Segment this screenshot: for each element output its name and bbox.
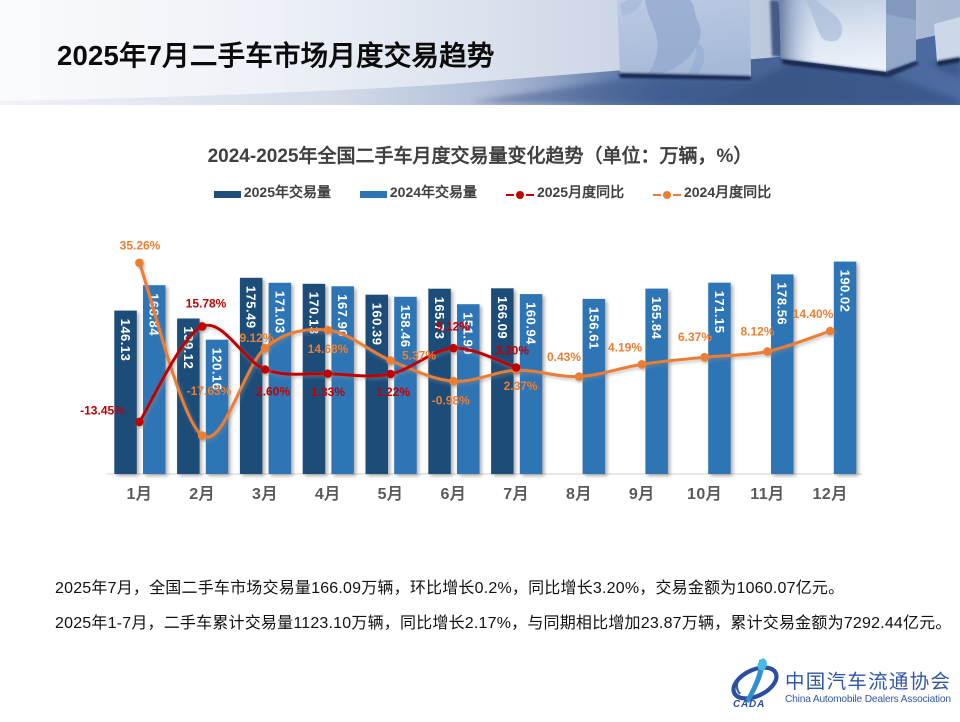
svg-text:3月: 3月 (252, 485, 278, 503)
svg-text:11月: 11月 (750, 485, 784, 503)
svg-text:4.19%: 4.19% (608, 341, 642, 355)
svg-text:6.37%: 6.37% (678, 330, 712, 344)
svg-text:8.12%: 8.12% (740, 325, 774, 339)
svg-text:1.33%: 1.33% (311, 385, 345, 399)
svg-text:9月: 9月 (629, 485, 655, 503)
svg-text:175.49: 175.49 (244, 286, 259, 329)
svg-text:中国汽车流通协会: 中国汽车流通协会 (785, 671, 950, 693)
svg-text:6月: 6月 (440, 485, 466, 503)
svg-text:14.68%: 14.68% (308, 342, 349, 356)
svg-text:170.13: 170.13 (306, 292, 321, 335)
svg-text:5月: 5月 (378, 485, 404, 503)
svg-text:9.12%: 9.12% (436, 320, 470, 334)
svg-text:160.94: 160.94 (524, 302, 539, 345)
svg-text:2.60%: 2.60% (256, 385, 290, 399)
svg-text:190.02: 190.02 (838, 270, 853, 313)
svg-text:15.78%: 15.78% (186, 297, 227, 311)
svg-text:158.46: 158.46 (398, 305, 413, 348)
svg-text:0.43%: 0.43% (547, 350, 581, 364)
svg-text:3.20%: 3.20% (495, 344, 529, 358)
svg-text:12月: 12月 (813, 485, 848, 503)
svg-text:171.03: 171.03 (272, 291, 287, 334)
svg-text:165.73: 165.73 (432, 297, 447, 340)
svg-text:-0.98%: -0.98% (432, 394, 470, 408)
svg-text:-17.63%: -17.63% (187, 384, 232, 398)
svg-text:7月: 7月 (503, 485, 529, 503)
svg-text:171.15: 171.15 (712, 291, 727, 334)
svg-text:151.90: 151.90 (461, 312, 476, 355)
svg-text:139.12: 139.12 (181, 327, 196, 370)
svg-text:CADA: CADA (733, 699, 765, 710)
svg-text:14.40%: 14.40% (793, 307, 834, 321)
svg-text:1.22%: 1.22% (376, 385, 410, 399)
svg-text:165.84: 165.84 (649, 297, 664, 340)
svg-text:146.13: 146.13 (118, 319, 133, 362)
svg-text:4月: 4月 (315, 485, 341, 503)
svg-text:-13.45%: -13.45% (80, 404, 125, 418)
svg-text:2.37%: 2.37% (504, 379, 538, 393)
svg-text:120.16: 120.16 (210, 348, 225, 391)
svg-text:1月: 1月 (126, 485, 152, 503)
svg-text:9.12%: 9.12% (239, 331, 273, 345)
svg-text:178.56: 178.56 (775, 282, 790, 325)
svg-text:2月: 2月 (189, 485, 215, 503)
svg-text:5.37%: 5.37% (402, 349, 436, 363)
svg-text:167.90: 167.90 (335, 294, 350, 337)
svg-text:China Automobile Dealers Assoc: China Automobile Dealers Association (785, 694, 951, 705)
svg-text:160.39: 160.39 (369, 303, 384, 346)
svg-text:166.09: 166.09 (495, 296, 510, 339)
svg-text:10月: 10月 (687, 485, 722, 503)
svg-text:8月: 8月 (566, 485, 592, 503)
svg-text:35.26%: 35.26% (120, 239, 161, 253)
svg-text:156.61: 156.61 (586, 307, 601, 350)
